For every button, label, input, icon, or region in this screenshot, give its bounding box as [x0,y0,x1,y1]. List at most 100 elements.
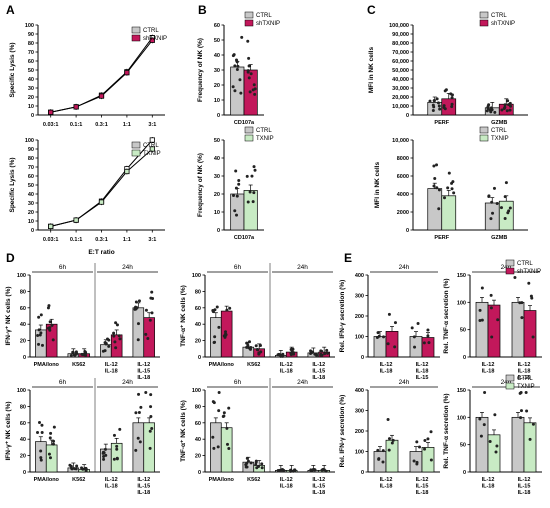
legend-entry: shTXNIP [517,269,541,275]
chart-E4: 0 50 100 150 Rel. TNF-α secretion (%) IL-12 IL… [443,374,542,496]
data-dot [390,441,394,445]
data-dot [37,342,41,346]
data-dot [37,328,41,332]
y-tick-label: 0 [406,228,409,234]
data-dot [253,92,257,96]
y-tick-label: 80 [28,41,34,47]
data-dot [260,466,264,470]
data-dot [217,409,221,413]
x-tick-label: 0.3:1 [95,237,108,243]
data-dot [525,409,529,413]
data-dot [426,437,430,441]
data-dot [245,461,249,465]
y-tick-label: 40 [28,192,34,198]
y-tick-label: 50 [28,183,34,189]
data-dot [225,426,229,430]
chart-B2: 0 10 20 30 40 50 Frequency of NK (%) CD107a CTRL… [197,126,274,241]
y-tick-label: 90,000 [392,32,409,38]
chart-E1: 0 100 200 300 400 Rel. IFN-γ secretion (%) IL-… [339,264,440,381]
y-tick-label: 50 [460,443,466,449]
data-point [149,137,155,143]
bar [230,193,245,231]
data-dot [518,391,522,395]
y-tick-label: 60 [20,306,26,312]
data-dot [221,415,225,419]
data-dot [252,83,256,87]
legend-swatch [505,259,515,267]
group-label: 6h [234,379,242,386]
group-label: 24h [122,264,133,271]
data-dot [237,182,241,186]
data-dot [36,333,40,337]
data-dot [435,97,439,101]
bar [511,416,525,473]
data-dot [51,338,55,342]
y-tick-label: 40 [195,322,201,328]
x-tick-label: IL-12 IL-15 IL-18 [137,477,150,496]
data-dot [217,325,221,329]
y-tick-label: 40 [214,53,220,59]
data-dot [489,306,493,310]
y-tick-label: 100 [457,300,466,306]
data-dot [48,320,52,324]
data-dot [40,430,44,434]
data-dot [235,60,239,64]
data-dot [148,429,152,433]
data-dot [323,352,327,356]
y-tick-label: 70 [28,50,34,56]
data-dot [101,349,105,353]
data-dot [146,337,150,341]
bar [230,66,245,116]
x-tick-label: 1:1 [123,237,131,243]
data-dot [326,351,330,355]
data-point [73,217,79,223]
data-dot [489,106,493,110]
data-dot [410,326,414,330]
data-dot [280,468,284,472]
data-dot [376,331,380,335]
legend-swatch [479,11,489,19]
data-dot [234,169,238,173]
data-dot [486,107,490,111]
data-dot [248,190,252,194]
data-dot [322,468,326,472]
x-tick-label: 1:1 [123,122,131,128]
data-dot [426,334,430,338]
chart-A2: 0 10 20 30 40 50 60 70 80 90 100 Specific Lysis (%)… [9,137,165,256]
data-dot [252,191,256,195]
y-tick-label: 40 [195,437,201,443]
legend-swatch [244,134,254,142]
data-dot [37,421,41,425]
chart-D1: 0 20 40 60 80 100 IFN-γ⁺ NK cells (%) PMA/Iono K… [5,263,160,381]
y-tick-label: 60 [195,306,201,312]
bar [523,422,537,473]
data-dot [324,469,328,473]
data-dot [423,438,427,442]
legend-swatch [244,126,254,134]
data-dot [387,437,391,441]
y-tick-label: 100 [25,138,34,144]
data-point [98,199,105,205]
y-tick-label: 150 [457,273,466,279]
data-dot [519,409,523,413]
y-tick-label: 80 [28,156,34,162]
x-tick-label: K562 [72,362,85,368]
data-dot [418,445,422,449]
y-tick-label: 0 [361,355,364,361]
y-tick-label: 0 [217,113,220,119]
data-dot [485,109,489,113]
data-dot [450,93,454,97]
y-tick-label: 20 [20,339,26,345]
x-tick-label: PMA/Iono [34,362,60,368]
data-dot [112,334,116,338]
y-tick-label: 20,000 [392,95,409,101]
data-dot [137,410,141,414]
data-dot [506,99,510,103]
data-dot [508,108,512,112]
group-label: 24h [399,379,410,386]
y-tick-label: 30 [28,86,34,92]
y-tick-label: 50 [214,38,220,44]
data-dot [508,206,512,210]
data-dot [249,72,253,76]
data-dot [133,307,137,311]
